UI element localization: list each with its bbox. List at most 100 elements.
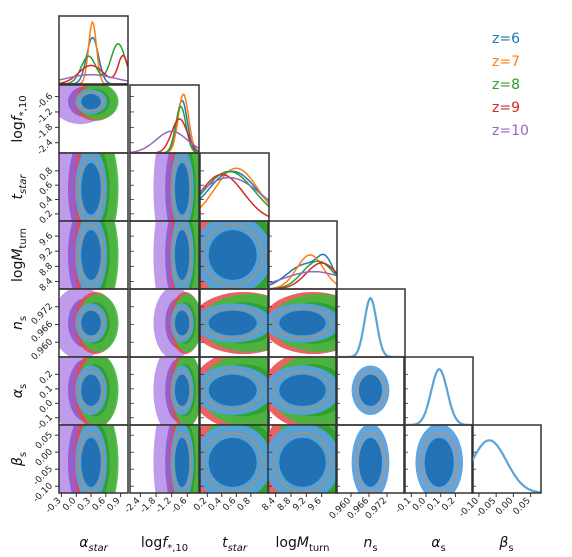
y-tick-label: -1.2 bbox=[36, 107, 55, 126]
marginal-curve-z=8 bbox=[200, 170, 269, 208]
x-tick-label: 9.6 bbox=[307, 496, 324, 513]
x-tick-label: -1.2 bbox=[154, 496, 173, 515]
panel-1-0 bbox=[59, 85, 119, 125]
y-tick-label: -2.4 bbox=[36, 138, 56, 158]
contour-z6-inner bbox=[81, 93, 101, 110]
x-tick-label: 0.0 bbox=[411, 496, 428, 513]
x-tick-label: -0.6 bbox=[170, 496, 190, 516]
y-tick-label: 0.6 bbox=[38, 180, 55, 197]
marginal-curve-z=6 bbox=[130, 99, 199, 153]
x-tick-label: 0.2 bbox=[192, 496, 209, 513]
contour-z7 bbox=[78, 370, 104, 410]
panel-5-4 bbox=[351, 365, 390, 416]
panel-6-0 bbox=[59, 425, 119, 493]
x-tick-label: 0.3 bbox=[76, 496, 93, 513]
panel-4-0 bbox=[59, 289, 119, 357]
x-tick-label: 0.00 bbox=[494, 496, 515, 517]
contour-z6-inner bbox=[174, 230, 190, 280]
marginal-curve-z=9 bbox=[200, 173, 269, 218]
panel-5-0 bbox=[59, 357, 119, 425]
marginal-curve-z=8 bbox=[59, 43, 128, 84]
contour-z7 bbox=[355, 432, 386, 493]
panel-frame bbox=[335, 424, 406, 494]
x-axis-label-2: tstar bbox=[222, 535, 248, 554]
marginal-curve-z=7 bbox=[200, 167, 269, 209]
legend-item-z8: z=8 bbox=[492, 77, 520, 93]
marginal-curve-z=6 bbox=[404, 368, 473, 425]
x-tick-label: 0.1 bbox=[426, 496, 443, 513]
panel-3-0 bbox=[59, 221, 119, 289]
contour-z6-inner bbox=[358, 437, 383, 487]
panel-2-1 bbox=[153, 153, 199, 221]
contour-z6-inner bbox=[208, 437, 257, 487]
y-tick-label: 0.2 bbox=[38, 369, 55, 386]
y-tick-label: -0.05 bbox=[32, 464, 56, 488]
panel-5-3 bbox=[268, 357, 337, 425]
y-tick-label: 0.0 bbox=[38, 398, 55, 415]
contour-z7 bbox=[273, 307, 332, 339]
contour-z6-inner bbox=[81, 374, 101, 406]
x-tick-label: 8.4 bbox=[261, 496, 278, 513]
contour-z6-inner bbox=[279, 437, 326, 487]
panel-4-1 bbox=[153, 289, 199, 357]
marginal-curve-z=6 bbox=[200, 170, 269, 204]
contour-z7 bbox=[202, 432, 263, 493]
contour-z6-inner bbox=[279, 310, 326, 336]
x-axis-label-5: αs bbox=[431, 535, 445, 554]
legend-item-z6: z=6 bbox=[492, 31, 520, 47]
contour-z6-inner bbox=[81, 163, 101, 215]
panel-frame bbox=[58, 424, 129, 494]
y-tick-label: 9.2 bbox=[38, 246, 55, 263]
contour-z6-inner bbox=[174, 310, 190, 336]
legend-item-z10: z=10 bbox=[492, 123, 529, 139]
x-tick-label: 0.05 bbox=[512, 496, 533, 517]
contour-z6-inner bbox=[279, 374, 326, 406]
contour-z7 bbox=[172, 224, 192, 286]
contour-z7 bbox=[355, 370, 386, 410]
panel-3-2 bbox=[200, 221, 269, 289]
contour-z7 bbox=[172, 370, 192, 410]
contour-z6-inner bbox=[81, 230, 101, 280]
contour-z7 bbox=[273, 370, 332, 410]
x-tick-label: -0.05 bbox=[475, 496, 499, 520]
x-axis-label-1: logf*,10 bbox=[141, 535, 188, 554]
marginal-frame bbox=[403, 356, 474, 426]
y-tick-label: -0.6 bbox=[36, 91, 56, 111]
y-axis-label-3: logMturn bbox=[10, 228, 29, 282]
marginal-curve-z=10 bbox=[200, 176, 269, 201]
marginal-curve-z=9 bbox=[59, 54, 128, 84]
marginal-frame bbox=[335, 288, 406, 358]
contour-z6-inner bbox=[208, 230, 257, 280]
contour-z7 bbox=[78, 91, 104, 112]
y-tick-label: -0.1 bbox=[36, 413, 55, 432]
marginal-frame bbox=[129, 84, 200, 154]
y-tick-label: 0.2 bbox=[38, 209, 55, 226]
contour-z7 bbox=[202, 307, 263, 339]
contour-z7 bbox=[172, 307, 192, 339]
marginal-frame bbox=[58, 15, 129, 85]
panel-frame bbox=[267, 424, 338, 494]
x-tick-label: 0.6 bbox=[91, 496, 108, 513]
panel-6-2 bbox=[200, 425, 269, 493]
contour-z6-inner bbox=[174, 437, 190, 487]
y-tick-label: 9.6 bbox=[38, 231, 55, 248]
marginal-1 bbox=[130, 93, 199, 153]
contour-z6-inner bbox=[208, 374, 257, 406]
panel-5-1 bbox=[153, 357, 199, 425]
x-axis-label-3: logMturn bbox=[276, 535, 330, 554]
marginal-curve-z=7 bbox=[59, 20, 128, 84]
contour-z7 bbox=[202, 370, 263, 410]
panel-6-4 bbox=[351, 425, 390, 493]
marginal-frame bbox=[199, 152, 270, 222]
x-tick-label: -2.4 bbox=[123, 496, 143, 516]
panel-3-1 bbox=[153, 221, 199, 289]
y-tick-label: -1.8 bbox=[36, 122, 56, 142]
x-axis-label-4: ns bbox=[363, 535, 377, 554]
contour-z7 bbox=[202, 224, 263, 286]
y-tick-label: 8.8 bbox=[38, 261, 55, 278]
x-tick-label: 0.8 bbox=[236, 496, 253, 513]
y-tick-label: 8.4 bbox=[38, 276, 55, 293]
contour-z7 bbox=[78, 224, 104, 286]
legend: z=6 z=7 z=8 z=9 z=10 bbox=[492, 28, 529, 143]
